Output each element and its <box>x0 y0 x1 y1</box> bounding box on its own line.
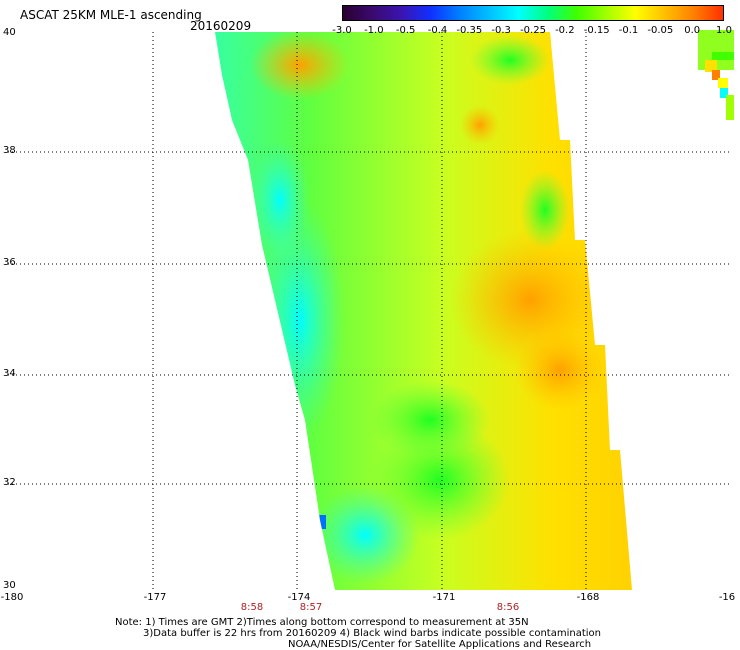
colorbar-tick-label: -0.2 <box>555 25 575 36</box>
lat-label: 38 <box>3 145 16 156</box>
colorbar-tick-label: -0.05 <box>647 25 674 36</box>
colorbar <box>342 5 724 21</box>
colorbar-tick-label: 0.0 <box>684 25 701 36</box>
lon-label: -177 <box>143 592 167 603</box>
colorbar-tick-label: 1.0 <box>716 25 732 36</box>
lon-label: -168 <box>576 592 600 603</box>
footer-notes: Note: 1) Times are GMT 2)Times along bot… <box>115 617 601 650</box>
colorbar-tick-label: -0.4 <box>427 25 448 36</box>
colorbar-tick-label: -0.35 <box>456 25 483 36</box>
data-swath <box>215 32 632 590</box>
map-date: 20160209 <box>190 19 252 33</box>
data-swath-fragment <box>698 30 734 120</box>
lat-label: 40 <box>3 27 16 38</box>
lon-label: -180 <box>0 592 24 603</box>
colorbar-tick-label: -0.5 <box>395 25 416 36</box>
colorbar-tick-label: -1.0 <box>364 25 384 36</box>
lat-label: 34 <box>3 368 16 379</box>
colorbar-tick-label: -0.1 <box>618 25 639 36</box>
lat-label: 30 <box>3 580 16 591</box>
colorbar-tick-label: -0.15 <box>583 25 610 36</box>
lat-label: 36 <box>3 257 16 268</box>
colorbar-tick-label: -3.0 <box>332 25 352 36</box>
pass-time: 8:56 <box>496 602 520 613</box>
note-line-2: 3)Data buffer is 22 hrs from 20160209 4)… <box>143 628 601 639</box>
lon-label: -16 <box>718 592 736 603</box>
note-line-1: Note: 1) Times are GMT 2)Times along bot… <box>115 617 529 628</box>
colorbar-tick-label: -0.25 <box>520 25 546 36</box>
colorbar-tick-label: -0.3 <box>491 25 511 36</box>
lon-label: -171 <box>432 592 456 603</box>
grid-lines <box>8 32 732 590</box>
note-line-3: NOAA/NESDIS/Center for Satellite Applica… <box>288 639 592 650</box>
pass-time: 8:58 <box>240 602 264 613</box>
lon-label: -174 <box>287 592 311 603</box>
lat-label: 32 <box>3 477 16 488</box>
pass-time: 8:57 <box>299 602 323 613</box>
map-title: ASCAT 25KM MLE-1 ascending <box>20 8 202 22</box>
